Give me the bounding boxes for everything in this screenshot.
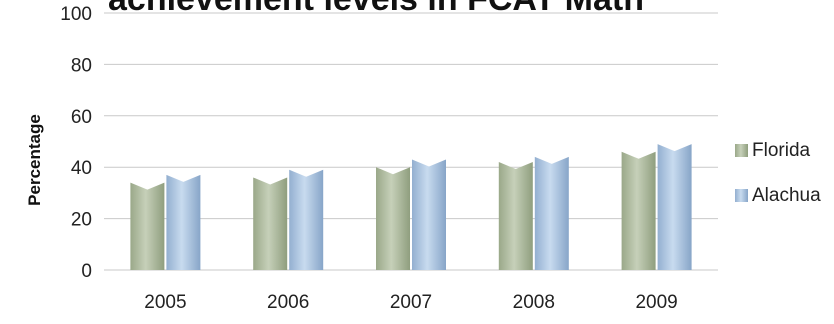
y-tick-label: 40 [71, 158, 92, 179]
bar-florida-2005 [130, 182, 165, 270]
legend-label-alachua: Alachua [752, 185, 821, 206]
legend-label-florida: Florida [752, 140, 811, 161]
bar-florida-2008 [498, 162, 533, 270]
bar-alachua-2006 [289, 169, 324, 270]
y-tick-label: 100 [60, 4, 92, 25]
x-axis-ticks: 2005 2006 2007 2008 2009 [144, 292, 677, 313]
bar-alachua-2007 [412, 159, 446, 270]
y-tick-label: 0 [81, 261, 92, 282]
x-tick-label: 2008 [513, 292, 555, 313]
x-tick-label: 2005 [144, 292, 186, 313]
bar-florida-2007 [376, 167, 410, 270]
bar-alachua-2005 [166, 174, 201, 270]
x-tick-label: 2006 [267, 292, 309, 313]
y-axis-title: Percentage [25, 114, 44, 206]
bar-florida-2009 [621, 151, 656, 270]
bars [130, 144, 692, 270]
bar-alachua-2008 [534, 156, 569, 270]
legend-swatch-florida [735, 144, 748, 157]
chart-title: achievement levels in FCAT Math [108, 0, 644, 18]
bar-florida-2006 [253, 177, 288, 270]
gridlines [104, 12, 718, 271]
x-tick-label: 2009 [635, 292, 677, 313]
y-tick-label: 20 [71, 210, 92, 231]
y-axis-ticks: 0 20 40 60 80 100 [60, 4, 92, 282]
y-tick-label: 80 [71, 55, 92, 76]
bar-alachua-2009 [657, 144, 692, 270]
x-tick-label: 2007 [390, 292, 432, 313]
legend: Florida Alachua [735, 140, 821, 206]
y-tick-label: 60 [71, 107, 92, 128]
legend-swatch-alachua [735, 189, 748, 202]
